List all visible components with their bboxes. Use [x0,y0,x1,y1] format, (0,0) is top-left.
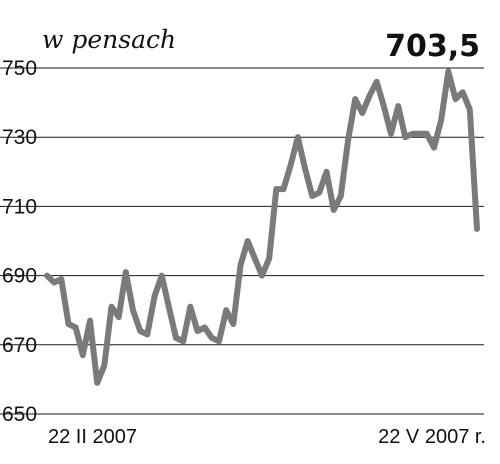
y-axis-tick-labels: 750 730 710 690 670 650 [2,57,37,426]
y-tick-label: 730 [2,126,37,149]
price-series-line [44,68,480,386]
y-tick-label: 690 [2,265,37,288]
x-axis-end-date: 22 V 2007 r. [378,426,486,448]
y-tick-label: 650 [2,403,37,426]
last-value-label: 703,5 [385,29,480,64]
unit-label: w pensach [42,25,176,54]
y-tick-label: 710 [2,195,37,218]
y-tick-label: 750 [2,57,37,80]
gridlines [0,67,484,415]
x-axis-start-date: 22 II 2007 [48,426,137,448]
y-tick-label: 670 [2,334,37,357]
